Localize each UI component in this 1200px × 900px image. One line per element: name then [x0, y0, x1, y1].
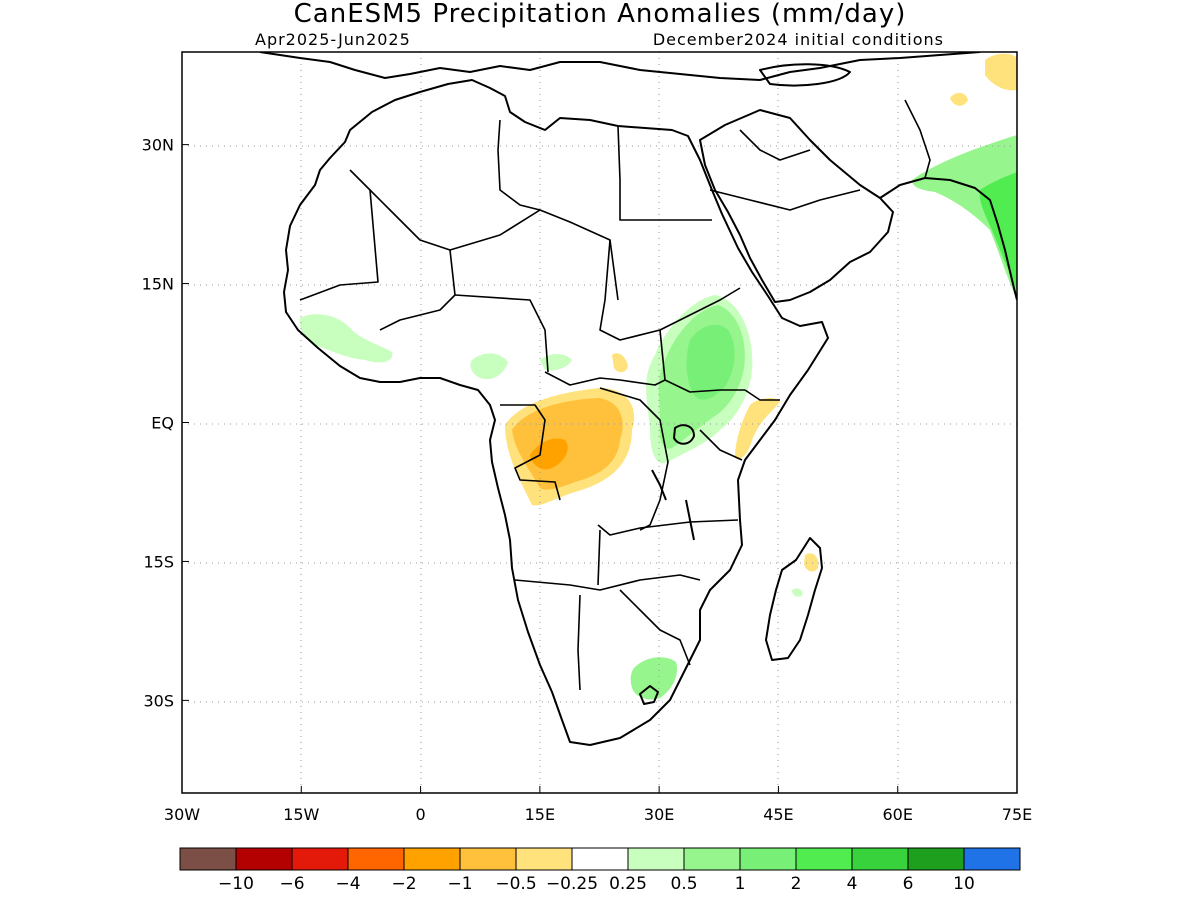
colorbar-swatch	[627, 847, 685, 871]
colorbar-label: −4	[335, 874, 360, 894]
colorbar-label: −6	[279, 874, 304, 894]
colorbar-swatch	[347, 847, 405, 871]
lat-tick-label: 30N	[142, 136, 174, 155]
forecast-period: Apr2025-Jun2025	[255, 30, 411, 49]
colorbar-label: 0.25	[609, 874, 647, 894]
initial-conditions: December2024 initial conditions	[653, 30, 944, 49]
colorbar-swatch	[403, 847, 461, 871]
rift-lakes	[651, 469, 695, 541]
country-borders	[299, 99, 931, 691]
lat-tick-label: 15N	[142, 275, 174, 294]
colorbar-swatch	[907, 847, 965, 871]
arabia-coastline	[699, 109, 894, 303]
lon-tick-label: 15E	[525, 805, 555, 824]
latitude-axis: 30N 15N EQ 15S 30S	[142, 136, 189, 710]
anomaly-guinea-gulf	[470, 353, 508, 380]
anomaly-iran-patch	[950, 92, 968, 106]
lon-tick-label: 30E	[644, 805, 674, 824]
longitude-axis: 30W 15W 0 15E 30E 45E 60E 75E	[164, 786, 1032, 824]
colorbar-swatch	[459, 847, 517, 871]
africa-coastline	[283, 79, 829, 746]
colorbar-swatch	[571, 847, 629, 871]
figure-title: CanESM5 Precipitation Anomalies (mm/day)	[294, 0, 907, 29]
colorbar-swatch	[963, 847, 1021, 871]
anomaly-madagascar	[804, 553, 819, 572]
colorbar-swatch	[515, 847, 573, 871]
colorbar-swatch	[291, 847, 349, 871]
south-asia-coastline	[879, 177, 1017, 301]
colorbar-swatch	[795, 847, 853, 871]
lat-tick-label: 15S	[143, 552, 174, 571]
colorbar-label: −0.25	[546, 874, 598, 894]
colorbar-swatch	[235, 847, 293, 871]
anomaly-madagascar-wet	[792, 588, 803, 597]
colorbar-label: −10	[218, 874, 254, 894]
lesotho-outline	[639, 685, 659, 705]
anomaly-india	[912, 135, 1017, 300]
lon-tick-label: 0	[415, 805, 425, 824]
anomaly-pakistan	[985, 53, 1017, 91]
colorbar-swatch	[739, 847, 797, 871]
colorbar-swatch	[683, 847, 741, 871]
lon-tick-label: 45E	[763, 805, 793, 824]
colorbar-label: 6	[903, 874, 914, 894]
anomaly-shading	[299, 53, 1017, 700]
colorbar-label: 1	[735, 874, 746, 894]
lon-tick-label: 60E	[882, 805, 912, 824]
colorbar-label: −2	[391, 874, 416, 894]
anomaly-central-africa-core	[530, 438, 568, 470]
lat-tick-label: EQ	[151, 414, 174, 433]
madagascar-coastline	[765, 537, 823, 661]
colorbar-label: 10	[953, 874, 975, 894]
lake-victoria	[673, 424, 695, 445]
europe-coastline	[259, 52, 981, 81]
anomaly-car-patch	[612, 353, 628, 373]
colorbar-label: 4	[847, 874, 858, 894]
lon-tick-label: 30W	[164, 805, 200, 824]
anomaly-ethiopia-core	[686, 324, 735, 400]
anomaly-west-africa	[299, 314, 393, 363]
colorbar-label: −1	[447, 874, 472, 894]
lat-tick-label: 30S	[143, 691, 174, 710]
colorbar-swatch	[179, 847, 237, 871]
coastlines	[259, 52, 1017, 746]
lon-tick-label: 15W	[283, 805, 319, 824]
colorbar-label: −0.5	[495, 874, 536, 894]
anomaly-south-africa	[630, 657, 678, 700]
lon-tick-label: 75E	[1002, 805, 1032, 824]
colorbar: −10 −6 −4 −2 −1 −0.5 −0.25 0.25 0.5 1 2 4 6 10	[179, 847, 1021, 894]
anomaly-kenya-coast	[735, 398, 780, 460]
colorbar-label: 0.5	[670, 874, 697, 894]
black-sea-outline	[759, 63, 851, 87]
colorbar-swatch	[851, 847, 909, 871]
colorbar-label: 2	[791, 874, 802, 894]
